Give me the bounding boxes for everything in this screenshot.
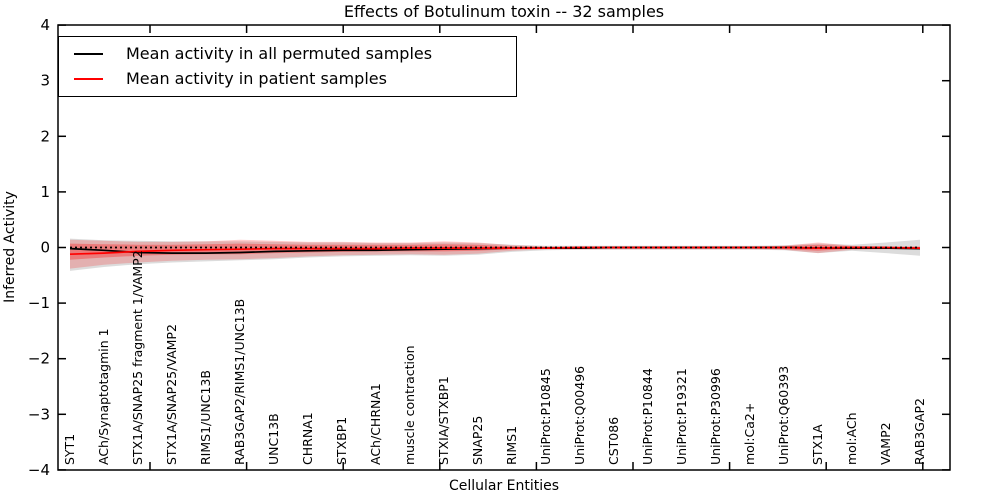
x-category-label: ACh/Synaptotagmin 1 (96, 328, 111, 465)
x-category-label: STXIA/STXBP1 (436, 376, 451, 465)
legend-item-permuted: Mean activity in all permuted samples (74, 46, 516, 62)
x-category-label: SNAP25 (470, 416, 485, 465)
x-category-label: mol:Ca2+ (742, 403, 757, 465)
x-category-label: RAB3GAP2 (912, 398, 927, 465)
x-category-label: UniProt:P10844 (640, 368, 655, 465)
y-tick-label: −1 (28, 294, 50, 312)
y-tick-label: 3 (40, 72, 50, 90)
y-tick-label: 1 (40, 183, 50, 201)
legend: Mean activity in all permuted samples Me… (58, 36, 517, 97)
x-category-label: RIMS1 (504, 426, 519, 465)
x-category-label: STX1A/SNAP25 fragment 1/VAMP2 (130, 250, 145, 465)
x-category-label: UniProt:Q00496 (572, 366, 587, 465)
permuted-line-swatch (74, 53, 103, 56)
x-category-label: STX1A/SNAP25/VAMP2 (164, 324, 179, 465)
x-category-label: UniProt:Q60393 (776, 366, 791, 465)
x-category-label: VAMP2 (878, 422, 893, 465)
chart-title: Effects of Botulinum toxin -- 32 samples (343, 2, 665, 21)
y-tick-label: 0 (40, 239, 50, 257)
x-category-label: muscle contraction (402, 345, 417, 465)
x-category-label: UniProt:P30996 (708, 368, 723, 465)
x-category-label: RAB3GAP2/RIMS1/UNC13B (232, 299, 247, 465)
x-category-label: UNC13B (266, 413, 281, 465)
x-axis-label: Cellular Entities (448, 478, 560, 494)
x-category-label: SYT1 (62, 434, 77, 465)
patient-line-swatch (74, 77, 103, 80)
x-category-label: STXBP1 (334, 417, 349, 465)
y-tick-label: −3 (28, 405, 50, 423)
x-category-label: CST086 (606, 417, 621, 465)
x-category-label: mol:ACh (844, 413, 859, 466)
x-category-label: CHRNA1 (300, 412, 315, 465)
y-tick-label: −2 (28, 350, 50, 368)
x-category-label: UniProt:P19321 (674, 368, 689, 465)
x-category-label: UniProt:P10845 (538, 368, 553, 465)
legend-label-permuted: Mean activity in all permuted samples (126, 44, 433, 64)
y-tick-label: 2 (40, 127, 50, 145)
x-category-label: RIMS1/UNC13B (198, 370, 213, 465)
y-axis-label: Inferred Activity (2, 191, 18, 303)
y-tick-label: 4 (40, 16, 50, 34)
legend-label-patient: Mean activity in patient samples (126, 68, 387, 88)
legend-item-patient: Mean activity in patient samples (74, 68, 516, 88)
y-tick-label: −4 (28, 461, 50, 479)
x-category-label: STX1A (810, 424, 825, 465)
x-category-label: ACh/CHRNA1 (368, 383, 383, 465)
